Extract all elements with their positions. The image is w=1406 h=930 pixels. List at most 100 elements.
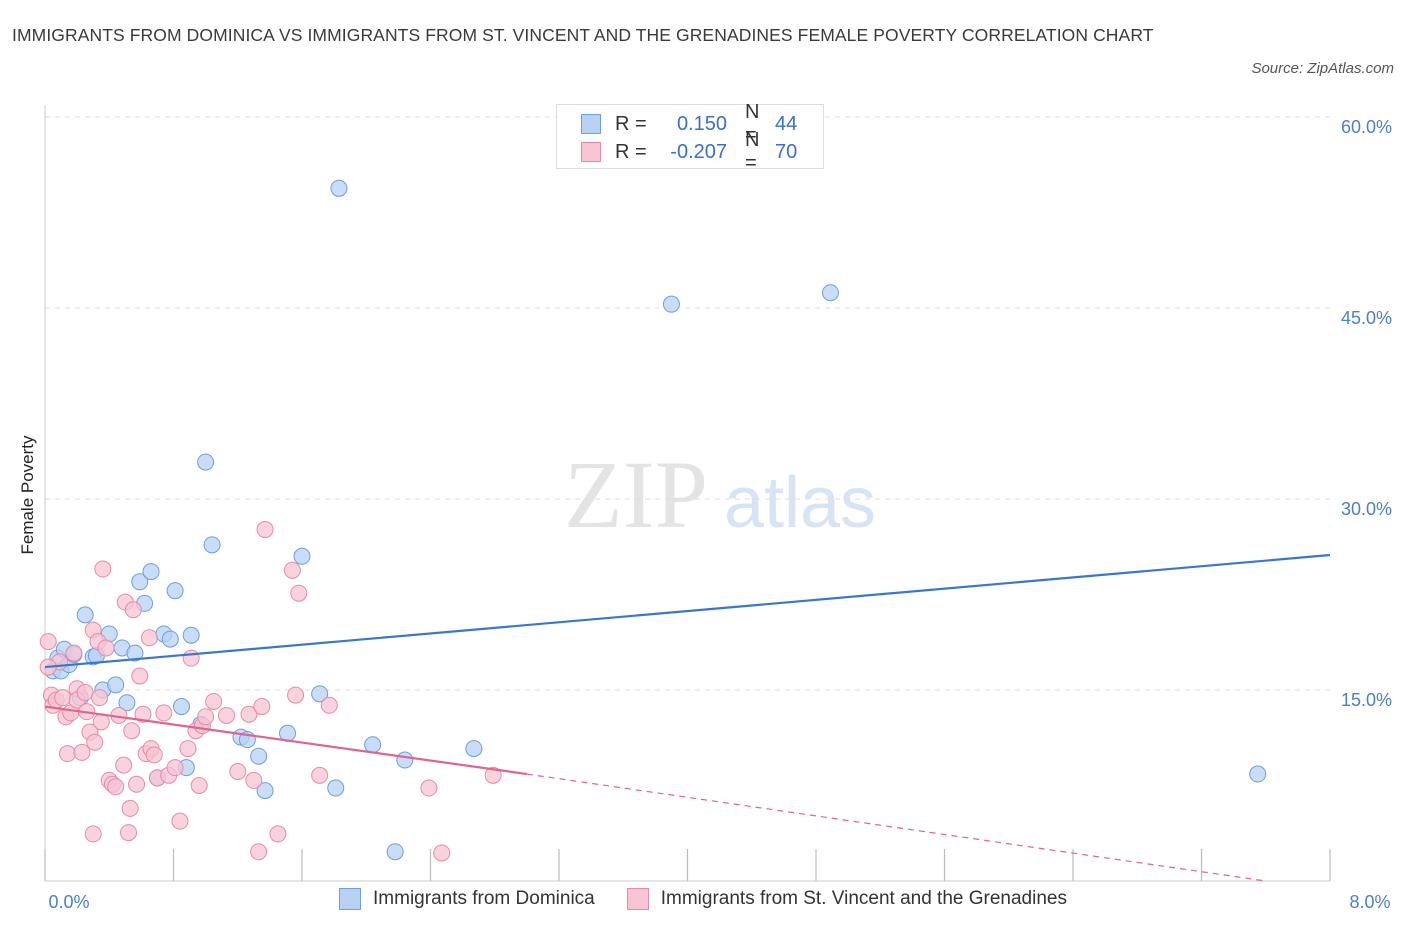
point-st-vincent-26 (107, 778, 125, 796)
point-st-vincent-63 (290, 584, 308, 602)
tick-labels: 15.0% 30.0% 45.0% 60.0% 0.0% 8.0% (48, 117, 1392, 912)
point-dominica-31 (250, 747, 268, 765)
legend-r-value: 0.150 (676, 112, 727, 135)
point-st-vincent-38 (140, 629, 158, 647)
data-points (39, 179, 1267, 862)
point-dominica-38 (364, 736, 382, 754)
legend-r-label: R = (615, 140, 647, 163)
point-st-vincent-17 (84, 825, 102, 843)
point-dominica-21 (161, 630, 179, 648)
series-label-st-vincent: Immigrants from St. Vincent and the Gren… (660, 888, 1067, 909)
point-dominica-18 (142, 563, 160, 581)
point-dominica-27 (197, 453, 215, 471)
point-st-vincent-9 (65, 644, 83, 662)
point-st-vincent-31 (121, 799, 139, 817)
axes (44, 105, 1331, 882)
point-dominica-12 (107, 676, 125, 694)
point-dominica-40 (396, 751, 414, 769)
point-st-vincent-54 (229, 762, 247, 780)
point-st-vincent-13 (76, 684, 94, 702)
point-st-vincent-34 (128, 775, 146, 793)
point-st-vincent-52 (205, 692, 223, 710)
y-tick-label-3: 60.0% (1341, 117, 1392, 137)
series-swatch-blue (339, 888, 362, 910)
gridlines (45, 116, 1330, 691)
trend-line-dashed-st-vincent (526, 773, 1266, 882)
watermark-zip: ZIP (564, 441, 708, 548)
point-st-vincent-46 (179, 740, 197, 758)
point-st-vincent-33 (124, 601, 142, 619)
point-dominica-43 (821, 284, 839, 302)
point-st-vincent-44 (166, 759, 184, 777)
point-dominica-41 (465, 740, 483, 758)
point-st-vincent-68 (484, 766, 502, 784)
point-dominica-15 (126, 644, 144, 662)
trend-line-dominica (44, 553, 1331, 669)
point-st-vincent-60 (269, 825, 287, 843)
series-legend: Immigrants from Dominica Immigrants from… (0, 888, 1406, 910)
point-st-vincent-0 (39, 633, 57, 651)
legend-row-st-vincent: R = -0.207 N = 70 (581, 129, 798, 174)
point-st-vincent-36 (134, 705, 152, 723)
point-st-vincent-18 (86, 733, 104, 751)
point-st-vincent-59 (256, 521, 274, 539)
y-tick-label-0: 15.0% (1341, 690, 1392, 710)
point-st-vincent-65 (320, 696, 338, 714)
point-st-vincent-32 (123, 722, 141, 740)
chart-title: IMMIGRANTS FROM DOMINICA VS IMMIGRANTS F… (12, 25, 1154, 45)
point-st-vincent-67 (433, 844, 451, 862)
series-legend-item-st-vincent: Immigrants from St. Vincent and the Gren… (626, 888, 1067, 910)
point-dominica-42 (662, 295, 680, 313)
series-legend-item-dominica: Immigrants from Dominica (339, 888, 595, 910)
legend-swatch-pink (581, 142, 601, 162)
legend-row-dominica: R = 0.150 N = 44 (581, 101, 797, 146)
point-st-vincent-56 (245, 771, 263, 789)
point-dominica-34 (293, 547, 311, 565)
watermark-atlas: atlas (724, 463, 876, 543)
point-dominica-37 (330, 179, 348, 197)
series-points-st-vincent (39, 521, 502, 862)
point-dominica-39 (386, 843, 404, 861)
point-st-vincent-66 (420, 779, 438, 797)
point-dominica-14 (118, 694, 136, 712)
point-dominica-23 (173, 698, 191, 716)
watermark: ZIP atlas (564, 441, 876, 548)
point-st-vincent-58 (253, 698, 271, 716)
point-st-vincent-64 (311, 766, 329, 784)
point-st-vincent-62 (287, 686, 305, 704)
point-dominica-22 (166, 582, 184, 600)
point-st-vincent-12 (73, 743, 91, 761)
legend-swatch-blue (581, 114, 601, 134)
point-st-vincent-45 (171, 812, 189, 830)
y-tick-label-1: 30.0% (1341, 499, 1392, 519)
point-st-vincent-61 (283, 561, 301, 579)
legend-n-label: N = (745, 101, 760, 146)
point-st-vincent-30 (120, 824, 138, 842)
point-st-vincent-22 (94, 560, 112, 578)
point-dominica-16 (131, 573, 149, 591)
legend-r-value: -0.207 (670, 140, 727, 163)
y-tick-label-2: 45.0% (1341, 308, 1392, 328)
series-label-dominica: Immigrants from Dominica (373, 888, 595, 909)
point-st-vincent-53 (218, 706, 236, 724)
legend-n-value: 70 (775, 140, 798, 163)
point-st-vincent-55 (240, 705, 258, 723)
legend-n-label: N = (745, 129, 760, 174)
point-st-vincent-47 (182, 649, 200, 667)
point-st-vincent-5 (54, 689, 72, 707)
point-st-vincent-42 (155, 704, 173, 722)
point-st-vincent-51 (197, 708, 215, 726)
point-st-vincent-7 (58, 745, 76, 763)
point-dominica-28 (203, 536, 221, 554)
point-dominica-25 (182, 626, 200, 644)
legend-r-label: R = (615, 112, 647, 135)
point-st-vincent-49 (190, 777, 208, 794)
source-label: Source: ZipAtlas.com (1251, 60, 1394, 77)
trend-line-st-vincent (44, 705, 528, 776)
point-dominica-36 (327, 779, 345, 797)
x-tick-label-1: 8.0% (1349, 892, 1390, 912)
point-st-vincent-20 (91, 689, 109, 707)
series-swatch-pink (626, 888, 649, 910)
point-dominica-35 (311, 685, 329, 703)
